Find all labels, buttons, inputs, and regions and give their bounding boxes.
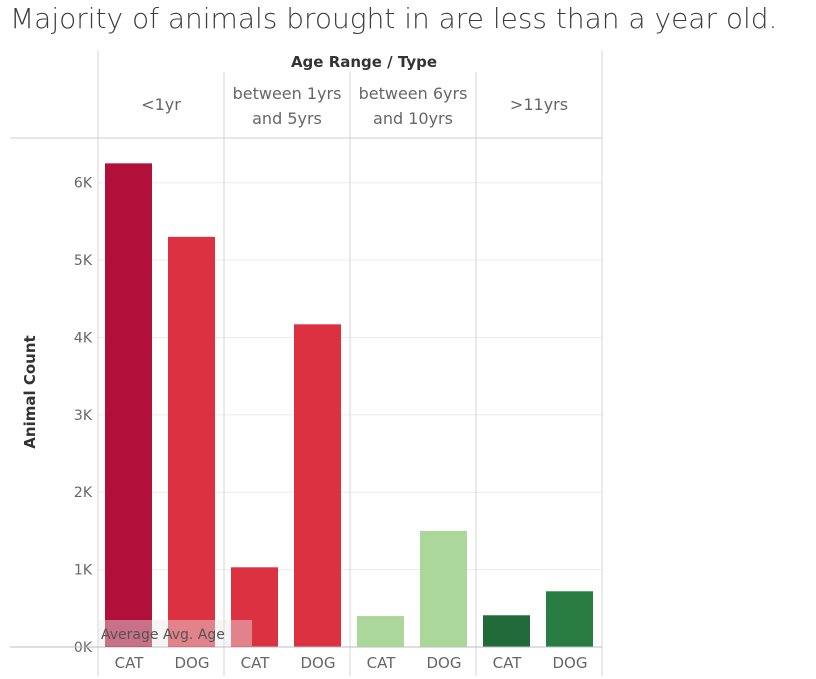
chart-title: Majority of animals brought in are less …: [10, 2, 778, 35]
x-category-label: DOG: [553, 654, 588, 672]
y-tick-label: 6K: [74, 176, 93, 192]
bar: [294, 324, 341, 647]
bar: [168, 236, 215, 647]
column-header-label: between 1yrs: [233, 84, 342, 103]
x-category-label: CAT: [493, 654, 523, 672]
bar: [483, 615, 530, 647]
reference-band: [99, 620, 252, 646]
y-tick-label: 1K: [74, 563, 93, 579]
y-tick-label: 0K: [74, 640, 93, 656]
x-category-label: DOG: [301, 654, 336, 672]
bar: [105, 163, 152, 647]
y-tick-label: 5K: [74, 253, 93, 269]
column-header-label: between 6yrs: [359, 84, 468, 103]
x-category-label: CAT: [367, 654, 397, 672]
column-header-label: and 10yrs: [373, 109, 453, 128]
column-header-label: <1yr: [141, 95, 181, 114]
bar: [420, 530, 467, 647]
x-category-label: DOG: [175, 654, 210, 672]
header-title: Age Range / Type: [291, 53, 437, 71]
bar: [546, 591, 593, 647]
y-tick-label: 4K: [74, 330, 93, 346]
y-axis-title: Animal Count: [21, 335, 39, 448]
y-tick-label: 3K: [74, 408, 93, 424]
x-category-label: CAT: [115, 654, 145, 672]
bar: [357, 616, 404, 647]
column-header-label: >11yrs: [510, 95, 568, 114]
bar: [231, 567, 278, 647]
x-category-label: DOG: [427, 654, 462, 672]
column-header-label: and 5yrs: [252, 109, 322, 128]
y-tick-label: 2K: [74, 485, 93, 501]
reference-label: Average Avg. Age: [101, 627, 225, 643]
x-category-label: CAT: [241, 654, 271, 672]
